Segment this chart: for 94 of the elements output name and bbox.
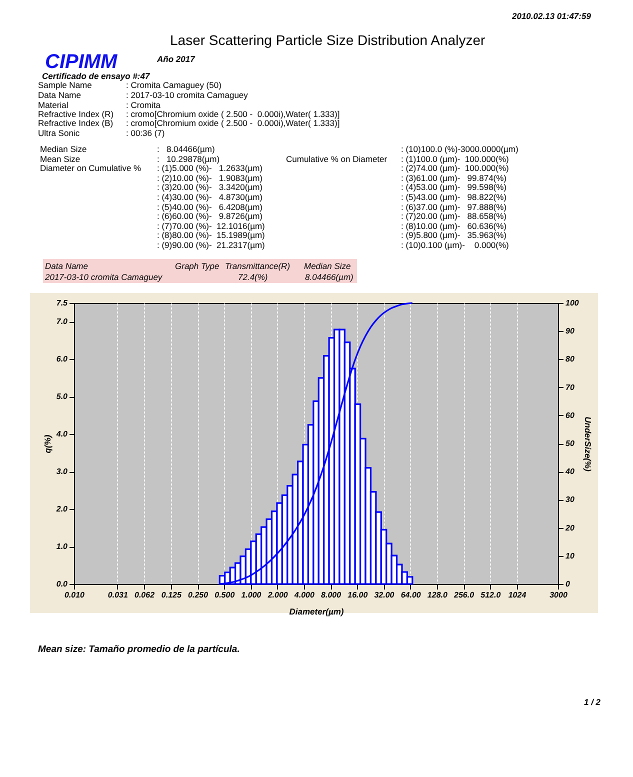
x-tick-label: 2.000	[266, 590, 288, 600]
x-tick-label: 1.000	[241, 590, 262, 600]
line-series	[218, 302, 414, 585]
y-tick-label: 1.0	[56, 542, 68, 552]
text: 2010.02.13 01:47:59	[512, 11, 591, 21]
text: Mean Size	[40, 154, 80, 164]
y2-tick-label: 10	[566, 551, 575, 560]
y2-tick-label: 80	[566, 354, 575, 364]
y2-tick-label: 0	[566, 580, 570, 588]
text: Año 2017	[157, 54, 195, 64]
text: : (8)10.00 (µm)- 60.636(%)	[401, 220, 507, 231]
x-tick-label: 512.0	[480, 590, 502, 600]
text: : (7)70.00 (%)- 12.1016(µm)	[157, 220, 265, 231]
y2-tick-label: 30	[566, 495, 575, 504]
x-tick-label: 1024	[508, 590, 527, 600]
text: : cromo[Chromium oxide ( 2.500 - 0.000i),Water( 1.333)]	[126, 118, 340, 128]
text: Cumulative % on Diameter	[286, 154, 388, 164]
y-axis-title: q(%)	[42, 434, 52, 454]
text: Ultra Sonic	[38, 128, 80, 138]
x-tick-label: 0.500	[214, 590, 236, 600]
x-tick-label: 8.000	[321, 590, 342, 600]
text: Data Name	[38, 90, 81, 100]
y2-tick-label: 100	[566, 298, 580, 308]
y2-tick-label: 20	[564, 523, 575, 532]
text: : (9)5.800 (µm)- 35.963(%)	[401, 230, 507, 240]
text: : 8.04466(µm)	[157, 144, 215, 154]
text: 2017-03-10 cromita Camaguey	[45, 272, 162, 282]
y2-axis-title: UnderSize(%)	[582, 416, 593, 472]
x-axis-title: Diameter(µm)	[289, 606, 344, 616]
text: : (6)37.00 (µm)- 97.888(%)	[401, 202, 507, 212]
text: Mean size: Tamaño promedio de la partícula.	[38, 644, 240, 655]
text: : 10.29878(µm)	[157, 154, 220, 164]
text: : (1)100.0 (µm)- 100.000(%)	[401, 154, 509, 164]
text: Graph Type	[175, 261, 220, 271]
x-tick-label: 128.0	[427, 590, 448, 600]
x-tick-label: 0.250	[188, 590, 209, 600]
text: Certificado de ensayo #:47	[42, 71, 150, 81]
text: : 2017-03-10 cromita Camaguey	[126, 90, 248, 100]
x-tick-label: 0.062	[134, 590, 156, 600]
text: 72.4(%)	[238, 272, 268, 282]
text: : 00:36 (7)	[126, 128, 165, 138]
text: Data Name	[45, 261, 88, 271]
chart-title: Laser Scattering Particle Size Distribution Analyzer	[170, 32, 486, 48]
x-tick-label: 32.00	[374, 590, 395, 600]
text: : (8)80.00 (%)- 15.1989(µm)	[157, 230, 265, 240]
y-tick-label: 6.0	[56, 354, 68, 364]
text: 1 / 2	[584, 697, 601, 707]
text: Diameter on Cumulative %	[40, 163, 142, 174]
text: : (6)60.00 (%)- 9.8726(µm)	[157, 211, 263, 222]
y-tick-label: 7.5	[56, 298, 68, 308]
y-tick-label: 7.0	[56, 317, 68, 326]
text: : (2)10.00 (%)- 1.9083(µm)	[157, 172, 263, 183]
text: Refractive Index (R)	[38, 109, 114, 119]
text: : cromo[Chromium oxide ( 2.500 - 0.000i),Water( 1.333)]	[126, 109, 340, 119]
text: : Cromita	[126, 100, 160, 110]
text: : (3)20.00 (%)- 3.3420(µm)	[157, 182, 263, 192]
text: : (4)30.00 (%)- 4.8730(µm)	[157, 192, 263, 202]
text: Transmittance(R)	[225, 261, 290, 271]
y-tick-label: 0.0	[56, 580, 68, 588]
y2-tick-label: 70	[566, 382, 575, 392]
y-tick-label: 5.0	[56, 392, 68, 402]
x-tick-label: 16.00	[348, 590, 368, 600]
x-tick-label: 0.031	[108, 590, 128, 600]
text: : (9)90.00 (%)- 21.2317(µm)	[157, 240, 265, 250]
text: 8.04466(µm)	[305, 272, 354, 282]
y-tick-label: 4.0	[55, 430, 68, 439]
text: Refractive Index (B)	[38, 118, 114, 128]
text: : (10)0.100 (µm)- 0.000(%)	[401, 240, 509, 250]
text: : (10)100.0 (%)-3000.0000(µm)	[401, 144, 518, 154]
text: : (2)74.00 (µm)- 100.000(%)	[401, 163, 509, 174]
y2-tick-label: 60	[566, 410, 575, 420]
y2-tick-label: 50	[566, 439, 575, 448]
text: Median Size	[304, 261, 351, 271]
x-tick-label: 0.010	[64, 590, 86, 600]
text: : (4)53.00 (µm)- 99.598(%)	[401, 182, 507, 192]
y-tick-label: 3.0	[56, 467, 68, 476]
text: CIPIMM	[45, 51, 118, 73]
text: : (5)40.00 (%)- 6.4208(µm)	[157, 202, 263, 212]
x-tick-label: 64.00	[400, 590, 422, 600]
x-tick-label: 256.0	[453, 590, 475, 600]
x-tick-label: 4.000	[293, 590, 315, 600]
text: Material	[38, 100, 68, 110]
y2-tick-label: 90	[566, 326, 575, 336]
y2-tick-label: 40	[564, 467, 575, 476]
x-tick-label: 3000	[550, 590, 568, 600]
text: : (5)43.00 (µm)- 98.822(%)	[401, 192, 507, 202]
text: : Cromita Camaguey (50)	[126, 80, 222, 90]
text: : (1)5.000 (%)- 1.2633(µm)	[157, 163, 263, 174]
text: Median Size	[40, 144, 87, 154]
x-tick-label: 0.125	[161, 590, 182, 600]
y-tick-label: 2.0	[55, 504, 68, 514]
text: : (3)61.00 (µm)- 99.874(%)	[401, 172, 507, 183]
text: Sample Name	[38, 80, 92, 90]
text: : (7)20.00 (µm)- 88.658(%)	[401, 211, 507, 222]
